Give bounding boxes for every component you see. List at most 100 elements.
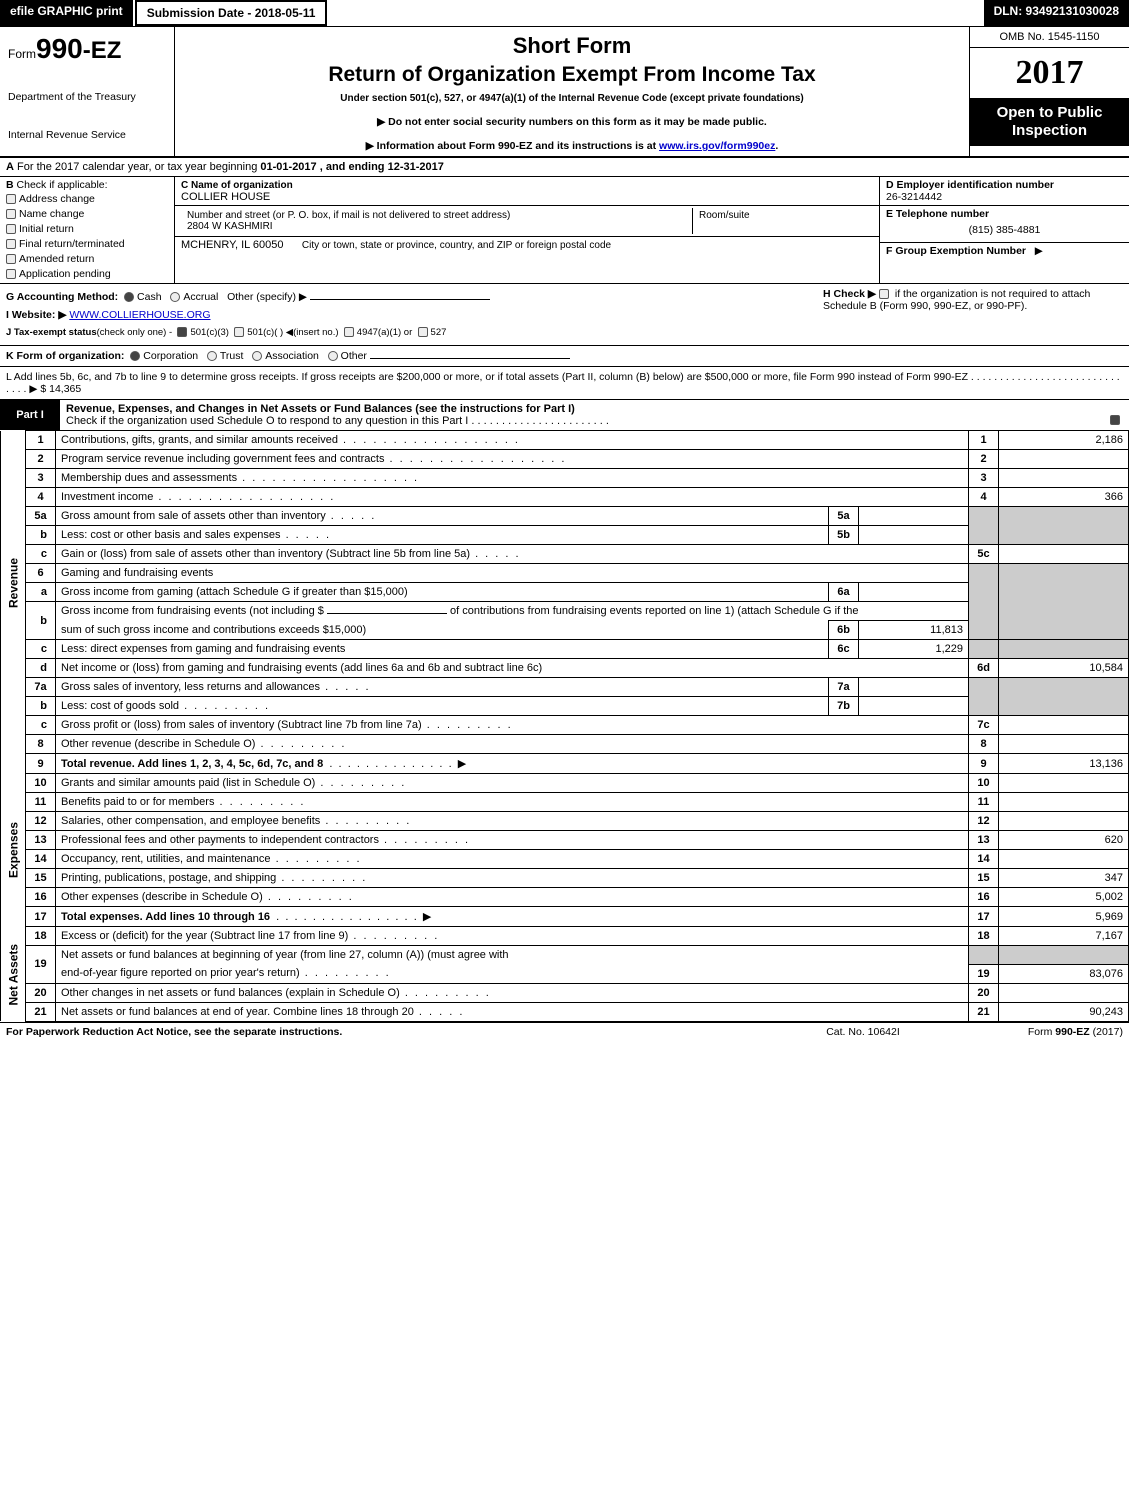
row-6: 6 Gaming and fundraising events: [1, 564, 1129, 583]
row-7c: c Gross profit or (loss) from sales of i…: [1, 716, 1129, 735]
j-4947: 4947(a)(1) or: [357, 327, 412, 338]
ein-box: D Employer identification number 26-3214…: [880, 177, 1129, 206]
j-527-chk[interactable]: [418, 327, 428, 337]
footer-right: Form 990-EZ (2017): [963, 1026, 1123, 1038]
form990ez-link[interactable]: www.irs.gov/form990ez: [659, 140, 775, 152]
city-val: MCHENRY, IL 60050: [181, 239, 284, 251]
row-15: 15 Printing, publications, postage, and …: [1, 869, 1129, 888]
l-line: L Add lines 5b, 6c, and 7b to line 9 to …: [0, 367, 1129, 400]
r5c-box: 5c: [969, 545, 999, 564]
r7b-minival: [859, 697, 969, 716]
j-501c-chk[interactable]: [234, 327, 244, 337]
tax-year: 2017: [970, 48, 1129, 98]
r6b-desc1: Gross income from fundraising events (no…: [56, 602, 969, 621]
r12-num: 12: [26, 812, 56, 831]
r6b-mini: 6b: [829, 621, 859, 640]
row-2: 2 Program service revenue including gove…: [1, 450, 1129, 469]
street-val: 2804 W KASHMIRI: [187, 221, 273, 232]
r12-desc: Salaries, other compensation, and employ…: [56, 812, 969, 831]
r6b-input[interactable]: [327, 613, 447, 614]
r7-shade: [969, 678, 999, 716]
info-prefix: ▶ Information about Form 990-EZ and its …: [366, 140, 659, 152]
department: Department of the Treasury: [8, 91, 168, 103]
r19-val: 83,076: [999, 964, 1129, 983]
r19-desc2: end-of-year figure reported on prior yea…: [56, 964, 969, 983]
r5c-val: [999, 545, 1129, 564]
j-lbl: J Tax-exempt status: [6, 327, 97, 338]
i-lbl: I Website: ▶: [6, 309, 66, 321]
chk-address-change[interactable]: Address change: [6, 191, 168, 206]
part1-title-text: Revenue, Expenses, and Changes in Net As…: [66, 403, 575, 415]
website-link[interactable]: WWW.COLLIERHOUSE.ORG: [69, 309, 210, 321]
b-label: B: [6, 179, 14, 191]
r1-box: 1: [969, 431, 999, 450]
footer-center: Cat. No. 10642I: [763, 1026, 963, 1038]
g-cash-radio[interactable]: [124, 292, 134, 302]
k-assoc-radio[interactable]: [252, 351, 262, 361]
city-lbl: City or town, state or province, country…: [302, 240, 611, 251]
r9-val: 13,136: [999, 754, 1129, 774]
r5a-minival: [859, 507, 969, 526]
r17-num: 17: [26, 907, 56, 927]
g-accrual-radio[interactable]: [170, 292, 180, 302]
r18-desc: Excess or (deficit) for the year (Subtra…: [56, 927, 969, 946]
chk-name-change[interactable]: Name change: [6, 206, 168, 221]
k-other-input[interactable]: [370, 358, 570, 359]
r20-val: [999, 983, 1129, 1002]
r14-val: [999, 850, 1129, 869]
g-other-input[interactable]: [310, 299, 490, 300]
k-other-radio[interactable]: [328, 351, 338, 361]
r19-num: 19: [26, 946, 56, 984]
r10-desc: Grants and similar amounts paid (list in…: [56, 774, 969, 793]
submission-date: Submission Date - 2018-05-11: [135, 0, 328, 26]
chk-application-pending[interactable]: Application pending: [6, 266, 168, 281]
r5a-num: 5a: [26, 507, 56, 526]
k-trust-radio[interactable]: [207, 351, 217, 361]
r14-box: 14: [969, 850, 999, 869]
phone-box: E Telephone number (815) 385-4881: [880, 206, 1129, 243]
efile-print-button[interactable]: efile GRAPHIC print: [0, 0, 135, 26]
r14-num: 14: [26, 850, 56, 869]
chk-final-return[interactable]: Final return/terminated: [6, 236, 168, 251]
r6b-d1: Gross income from fundraising events (no…: [61, 605, 324, 617]
k-assoc: Association: [265, 350, 319, 362]
form-header: Form990-EZ Department of the Treasury In…: [0, 27, 1129, 158]
r15-val: 347: [999, 869, 1129, 888]
r3-desc: Membership dues and assessments: [56, 469, 969, 488]
a-label: A: [6, 161, 14, 173]
j-4947-chk[interactable]: [344, 327, 354, 337]
row-4: 4 Investment income 4 366: [1, 488, 1129, 507]
r18-num: 18: [26, 927, 56, 946]
r2-box: 2: [969, 450, 999, 469]
part1-schedule-o-chk[interactable]: [1110, 415, 1120, 425]
r21-box: 21: [969, 1002, 999, 1021]
r6a-minival: [859, 583, 969, 602]
r18-val: 7,167: [999, 927, 1129, 946]
r13-desc: Professional fees and other payments to …: [56, 831, 969, 850]
identification-block: A For the 2017 calendar year, or tax yea…: [0, 158, 1129, 284]
r16-val: 5,002: [999, 888, 1129, 907]
header-right: OMB No. 1545-1150 2017 Open to Public In…: [969, 27, 1129, 156]
form-prefix: Form: [8, 47, 36, 61]
j-501c3-chk[interactable]: [177, 327, 187, 337]
a-text1: For the 2017 calendar year, or tax year …: [17, 161, 260, 173]
r15-box: 15: [969, 869, 999, 888]
chk-amended-return[interactable]: Amended return: [6, 251, 168, 266]
r1-num: 1: [26, 431, 56, 450]
r19-box: 19: [969, 964, 999, 983]
chk-initial-return[interactable]: Initial return: [6, 221, 168, 236]
r4-val: 366: [999, 488, 1129, 507]
revenue-side-cont: [1, 735, 26, 754]
j-note: (check only one) -: [97, 327, 173, 338]
row-5c: c Gain or (loss) from sale of assets oth…: [1, 545, 1129, 564]
revenue-side-label: Revenue: [1, 431, 26, 735]
group-exemption-box: F Group Exemption Number ▶: [880, 243, 1129, 259]
h-checkbox[interactable]: [879, 289, 889, 299]
row-6a: a Gross income from gaming (attach Sched…: [1, 583, 1129, 602]
d-lbl: D Employer identification number: [886, 179, 1054, 191]
open-to-public: Open to Public Inspection: [970, 98, 1129, 146]
k-corp-radio[interactable]: [130, 351, 140, 361]
g-other: Other (specify) ▶: [227, 291, 307, 303]
g-accrual: Accrual: [183, 291, 218, 303]
r6c-minival: 1,229: [859, 640, 969, 659]
